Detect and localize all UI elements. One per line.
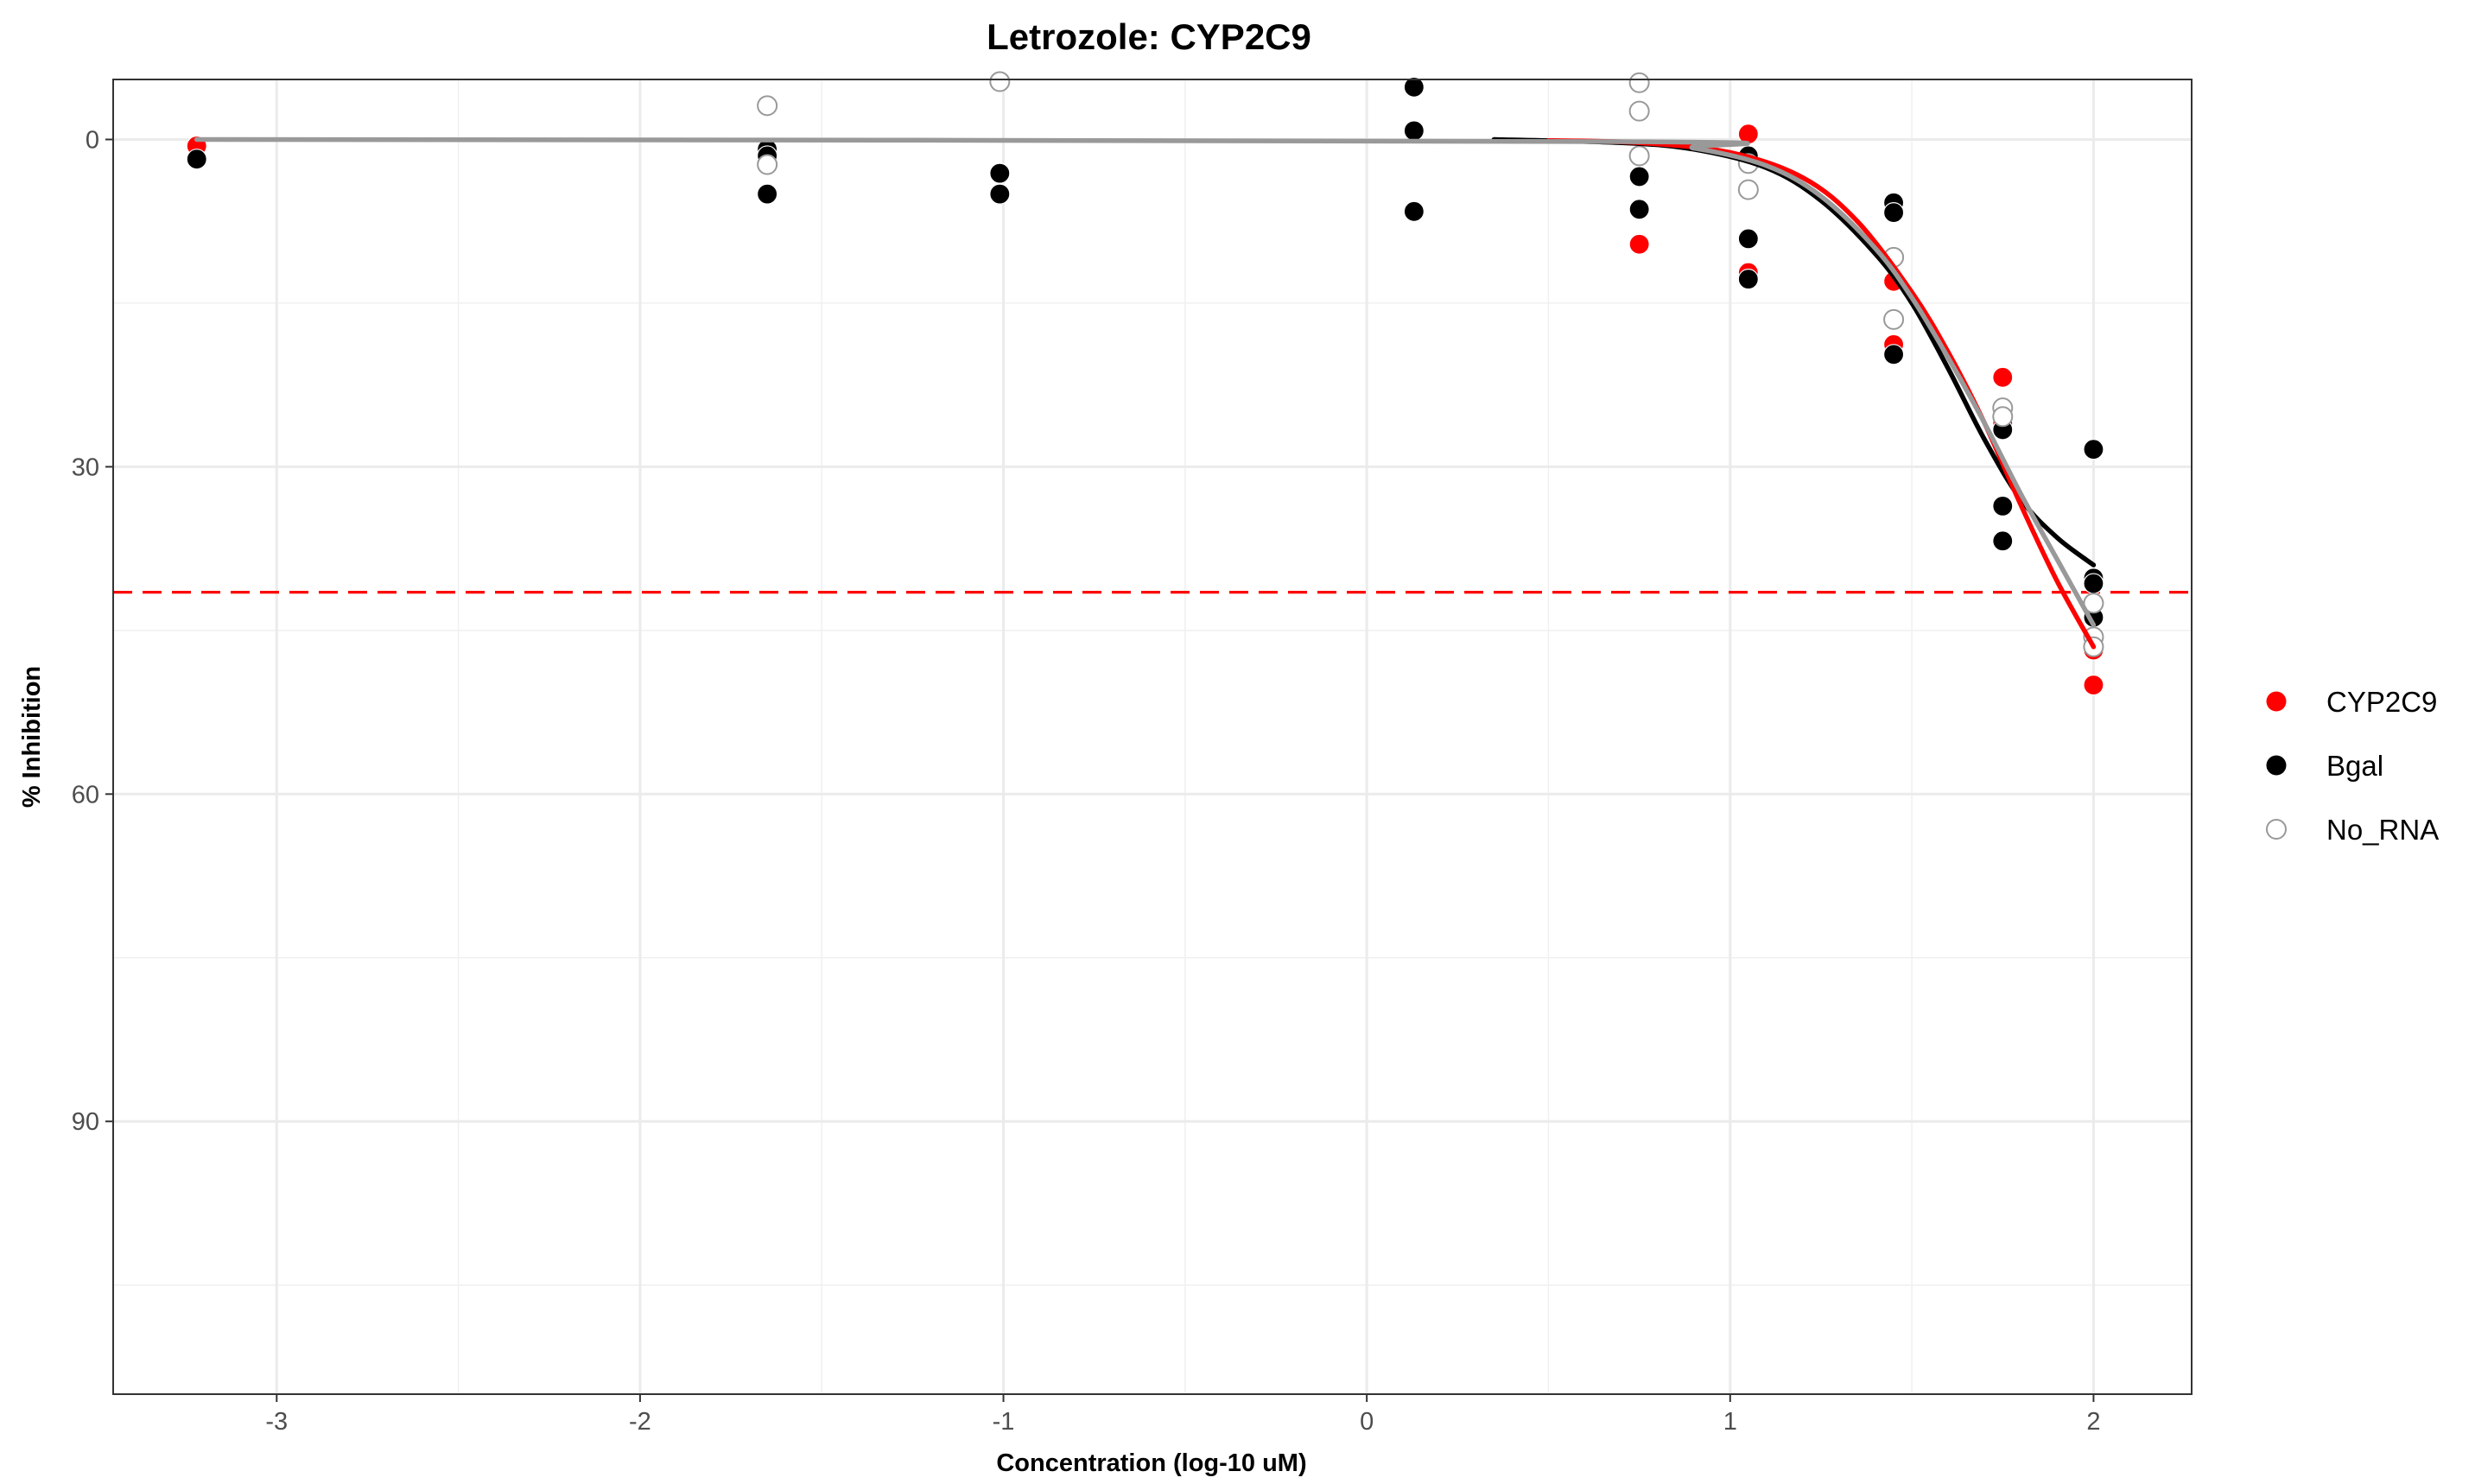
x-tick-label: -3 [265, 1408, 288, 1436]
x-tick-label: 2 [2086, 1408, 2100, 1436]
no-rna-data-point [1628, 145, 1650, 167]
bgal-data-point [1403, 76, 1425, 98]
cyp2c9-legend-label: CYP2C9 [2326, 686, 2437, 718]
bgal-data-point [757, 183, 778, 205]
cyp2c9-data-point [1992, 366, 2014, 388]
bgal-data-point [1737, 269, 1759, 290]
bgal-data-point [1628, 199, 1650, 220]
no-rna-data-point [1992, 406, 2014, 428]
bgal-data-point [1737, 228, 1759, 250]
no-rna-legend-key [2266, 819, 2287, 840]
no-rna-fit-curve [194, 136, 2097, 628]
y-tick-label: 60 [72, 781, 99, 809]
y-tick-label: 0 [86, 126, 99, 154]
bgal-data-point [1403, 200, 1425, 222]
bgal-data-point [1628, 166, 1650, 187]
no-rna-data-point [1737, 179, 1759, 200]
bgal-data-point [1992, 495, 2014, 517]
no-rna-data-point [757, 154, 778, 175]
major-gridlines [113, 79, 2192, 1394]
y-tick-label: 90 [72, 1108, 99, 1136]
x-tick-label: 1 [1723, 1408, 1737, 1436]
bgal-data-point [1882, 201, 1905, 224]
points-layer [186, 71, 2104, 696]
x-axis-title: Concentration (log-10 uM) [996, 1449, 1306, 1477]
no-rna-data-point [1628, 72, 1650, 93]
cyp2c9-data-point [1628, 233, 1650, 255]
bgal-data-point [1882, 344, 1905, 365]
bgal-data-point [2083, 573, 2104, 594]
x-tick-label: -2 [629, 1408, 651, 1436]
x-tick-label: -1 [993, 1408, 1015, 1436]
plot-title: Letrozole: CYP2C9 [987, 16, 1311, 57]
no-rna-data-point [1883, 308, 1905, 330]
no-rna-data-point [1628, 100, 1650, 122]
y-tick-label: 30 [72, 453, 99, 481]
x-tick-label: 0 [1360, 1408, 1374, 1436]
bgal-data-point [989, 162, 1011, 184]
bgal-data-point [989, 183, 1011, 205]
bgal-data-point [2083, 439, 2104, 460]
minor-gridlines [113, 79, 2192, 1394]
y-axis: 0 30 60 90 [72, 126, 113, 1136]
bgal-data-point [186, 149, 207, 170]
curves-layer [194, 136, 2097, 650]
no-rna-data-point [989, 71, 1011, 92]
x-axis: -3 -2 -1 0 1 2 [265, 1394, 2101, 1436]
bgal-data-point [1992, 530, 2014, 552]
bgal-legend-key [2266, 755, 2287, 776]
legend: CYP2C9 Bgal No_RNA [2266, 686, 2439, 846]
bgal-legend-label: Bgal [2326, 750, 2383, 782]
cyp2c9-data-point [2083, 674, 2104, 696]
cyp2c9-legend-key [2266, 691, 2287, 712]
y-axis-title: % Inhibition [18, 666, 46, 808]
plot-panel-border [112, 79, 2193, 1395]
no-rna-data-point [757, 95, 778, 117]
no-rna-legend-label: No_RNA [2326, 814, 2439, 846]
bgal-data-point [1403, 120, 1425, 142]
